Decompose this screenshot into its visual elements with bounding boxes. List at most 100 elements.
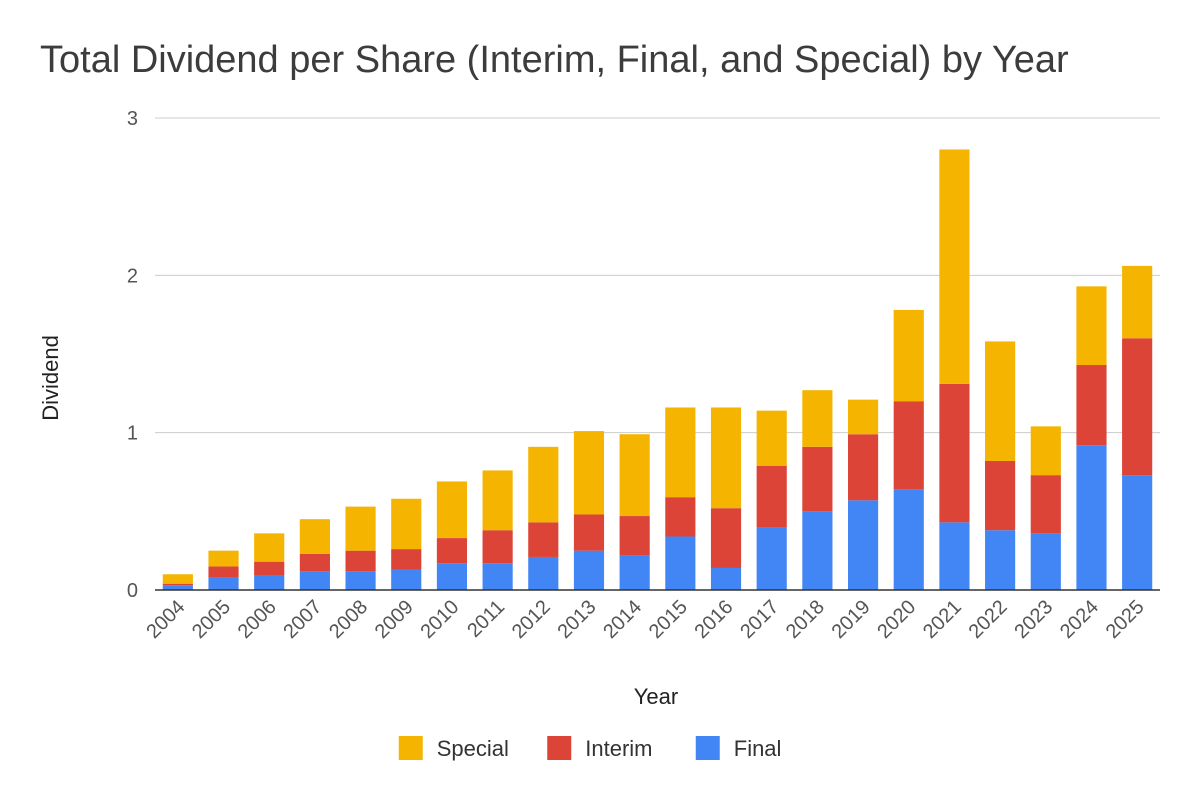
x-tick-label: 2018	[782, 596, 829, 643]
x-tick-label: 2005	[188, 596, 235, 643]
bar-special-2006	[254, 533, 285, 562]
bar-special-2019	[847, 399, 879, 435]
bar-interim-2008	[345, 550, 376, 572]
bar-special-2005	[208, 550, 239, 567]
bar-special-2021	[939, 149, 970, 384]
bar-final-2014	[619, 555, 650, 590]
x-tick-label: 2025	[1102, 596, 1149, 643]
bar-final-2021	[939, 522, 970, 590]
bar-final-2013	[573, 550, 605, 590]
bar-final-2012	[528, 556, 559, 590]
bar-special-2025	[1122, 265, 1153, 339]
bar-final-2019	[847, 500, 879, 590]
bar-interim-2022	[985, 460, 1016, 531]
bar-special-2018	[802, 390, 833, 447]
bar-interim-2011	[482, 530, 513, 564]
bar-interim-2020	[893, 401, 924, 490]
bar-special-2004	[162, 574, 193, 584]
legend-swatch	[695, 736, 720, 760]
bar-interim-2025	[1122, 338, 1153, 476]
bar-interim-2019	[847, 434, 879, 501]
legend: Special Interim Final	[398, 736, 782, 761]
y-axis-label: Dividend	[38, 335, 63, 421]
x-tick-label: 2017	[736, 596, 783, 643]
bar-interim-2012	[528, 522, 559, 557]
bar-special-2013	[573, 431, 605, 515]
bar-interim-2018	[802, 446, 833, 512]
bar-final-2009	[391, 569, 422, 590]
bar-final-2025	[1122, 475, 1153, 590]
bar-final-2010	[436, 563, 468, 590]
bar-interim-2009	[391, 549, 422, 570]
y-tick-label: 3	[127, 108, 138, 130]
bar-interim-2021	[939, 383, 970, 523]
bar-interim-2024	[1076, 365, 1107, 446]
x-tick-label: 2004	[142, 596, 189, 643]
y-tick-label: 0	[127, 580, 138, 602]
x-tick-label: 2019	[828, 596, 875, 643]
legend-label: Special	[437, 736, 509, 761]
bar-interim-2004	[162, 583, 193, 586]
bar-special-2008	[345, 506, 376, 551]
x-tick-label: 2007	[279, 596, 326, 643]
bar-final-2018	[802, 511, 833, 590]
x-tick-label: 2015	[645, 596, 692, 643]
legend-item-interim: Interim	[547, 736, 653, 761]
bar-final-2011	[482, 563, 513, 590]
legend-label: Final	[734, 736, 782, 761]
bar-interim-2013	[573, 514, 605, 551]
bar-final-2008	[345, 571, 376, 590]
bars	[162, 149, 1153, 590]
bar-interim-2023	[1030, 475, 1061, 534]
y-tick-label: 1	[127, 423, 138, 445]
bar-interim-2014	[619, 516, 650, 556]
x-axis-label: Year	[634, 684, 678, 709]
x-tick-label: 2013	[553, 596, 600, 643]
bar-interim-2017	[756, 465, 787, 528]
x-tick-label: 2011	[463, 596, 509, 642]
bar-interim-2015	[665, 497, 696, 537]
bar-final-2024	[1076, 445, 1107, 590]
bar-special-2011	[482, 470, 513, 531]
bar-special-2022	[985, 341, 1016, 461]
bar-interim-2005	[208, 566, 239, 578]
bar-interim-2006	[254, 561, 285, 576]
bar-special-2024	[1076, 286, 1107, 366]
x-tick-label: 2016	[691, 596, 738, 643]
bar-final-2006	[254, 575, 285, 590]
bar-final-2023	[1030, 533, 1061, 590]
bar-final-2004	[162, 585, 193, 590]
legend-item-final: Final	[695, 736, 782, 761]
bar-final-2022	[985, 530, 1016, 590]
bar-special-2014	[619, 434, 650, 517]
bar-special-2010	[436, 481, 468, 539]
legend-item-special: Special	[398, 736, 509, 761]
bar-special-2007	[299, 519, 330, 554]
bar-interim-2016	[710, 508, 742, 568]
bar-final-2015	[665, 536, 696, 590]
bar-special-2023	[1030, 426, 1061, 476]
legend-label: Interim	[585, 736, 652, 761]
bar-final-2017	[756, 527, 787, 590]
bar-final-2016	[710, 567, 742, 590]
bar-final-2020	[893, 489, 924, 590]
bar-special-2015	[665, 407, 696, 498]
x-tick-label: 2014	[599, 596, 646, 643]
bar-special-2020	[893, 309, 924, 402]
x-tick-label: 2022	[965, 596, 1012, 643]
bar-interim-2007	[299, 553, 330, 572]
bar-interim-2010	[436, 538, 468, 564]
x-tick-label: 2020	[873, 596, 920, 643]
bar-special-2009	[391, 498, 422, 550]
x-tick-label: 2024	[1056, 596, 1103, 643]
bar-final-2007	[299, 571, 330, 590]
legend-swatch	[547, 736, 572, 760]
x-tick-label: 2008	[325, 596, 372, 643]
x-tick-label: 2021	[919, 596, 966, 643]
bar-special-2016	[710, 407, 742, 509]
x-tick-label: 2006	[234, 596, 281, 643]
chart-title: Total Dividend per Share (Interim, Final…	[40, 39, 1069, 81]
